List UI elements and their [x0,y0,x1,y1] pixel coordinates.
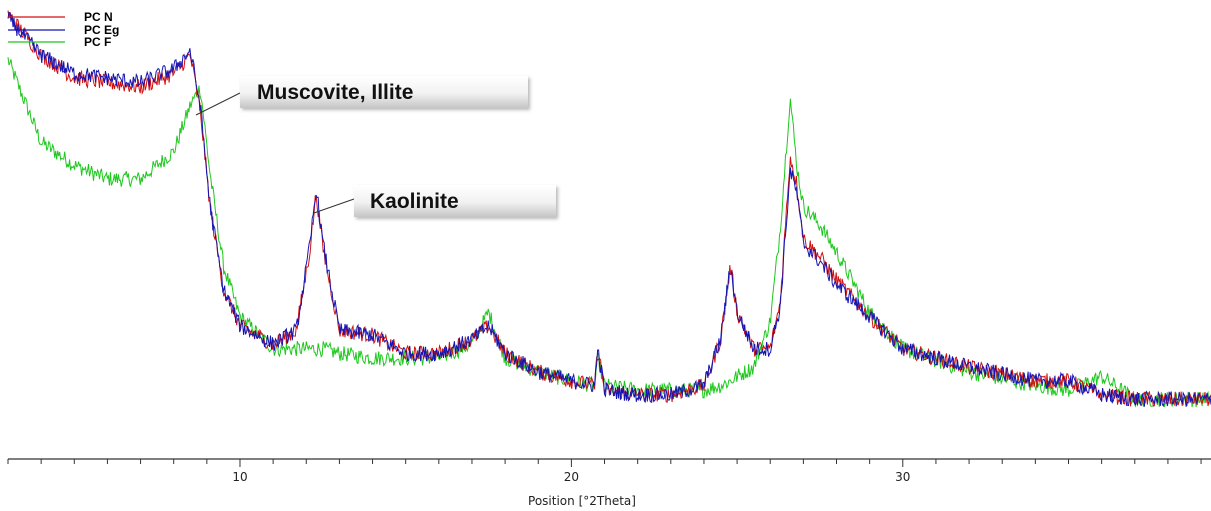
legend: PC N PC Eg PC F [8,10,119,49]
annotation-box [240,76,528,108]
annotation-box [354,185,556,217]
series-line-pc-eg [7,11,1211,407]
x-tick-label: 30 [895,470,910,484]
series-line-pc-n [7,10,1211,407]
annotation-kaolinite: Kaolinite [313,185,556,217]
x-tick-label: 20 [564,470,579,484]
annotation-leader-line [195,92,241,116]
annotation-label: Kaolinite [370,190,459,213]
annotation-muscovite-illite: Muscovite, Illite [195,76,528,116]
annotation-leader-line [313,198,355,214]
legend-label-pc-eg: PC Eg [84,23,119,37]
x-axis-title: Position [°2Theta] [528,494,636,508]
x-axis-ticks: 10 20 30 [7,459,1202,484]
series-line-pc-f [7,57,1211,408]
legend-label-pc-n: PC N [84,10,113,24]
x-tick-label: 10 [232,470,247,484]
plot-area [7,10,1211,408]
legend-label-pc-f: PC F [84,35,111,49]
annotation-label: Muscovite, Illite [257,81,413,104]
